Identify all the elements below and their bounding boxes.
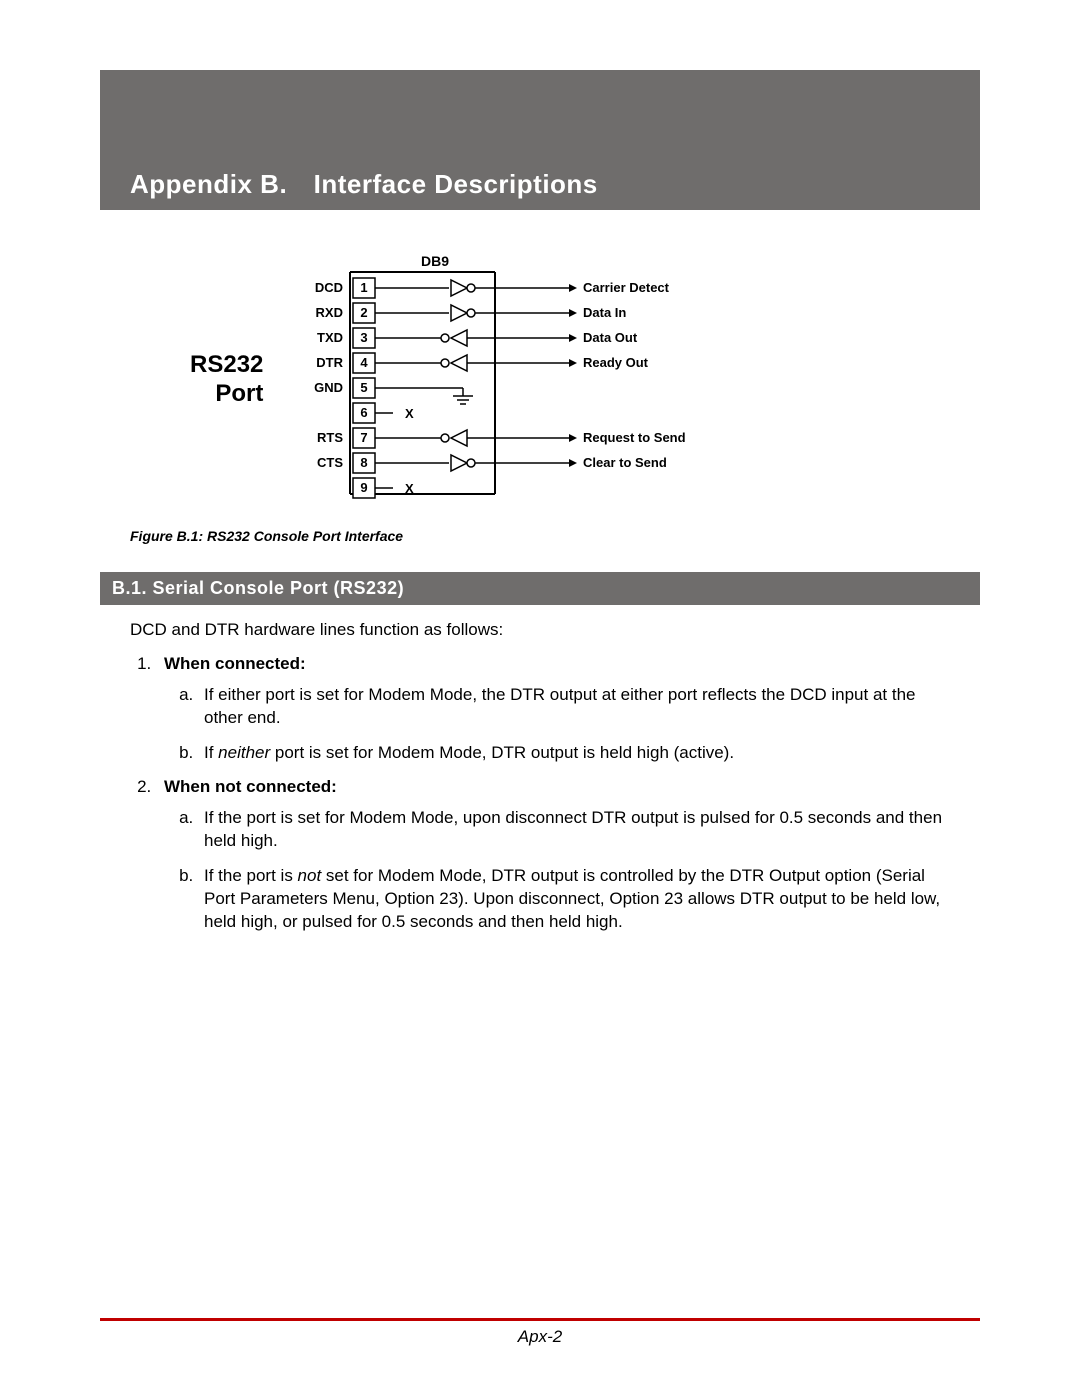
pinout-diagram: DB9 DCD 1 Carrier Detect RXD 2 Data In TXD 3 Data… (283, 250, 753, 510)
svg-text:6: 6 (361, 405, 368, 420)
sub-list: If the port is set for Modem Mode, upon … (164, 807, 980, 934)
svg-text:GND: GND (315, 380, 344, 395)
page-number: Apx-2 (518, 1327, 562, 1346)
page-footer: Apx-2 (100, 1318, 980, 1347)
figure-side-label-line1: RS232 (190, 351, 263, 378)
svg-text:9: 9 (361, 480, 368, 495)
sub-list-item: If either port is set for Modem Mode, th… (198, 684, 980, 730)
svg-text:DCD: DCD (315, 280, 343, 295)
svg-text:DB9: DB9 (421, 253, 449, 269)
sub-list-item: If neither port is set for Modem Mode, D… (198, 742, 980, 765)
figure-area: RS232 Port DB9 DCD 1 Carrier Detect RXD 2 Data… (100, 250, 980, 510)
svg-text:3: 3 (361, 330, 368, 345)
svg-text:1: 1 (361, 280, 368, 295)
list-item: When not connected: If the port is set fo… (156, 777, 980, 934)
svg-text:Data Out: Data Out (583, 330, 638, 345)
svg-text:Carrier Detect: Carrier Detect (583, 280, 670, 295)
appendix-title: Appendix B. Interface Descriptions (130, 169, 598, 200)
sub-list-item: If the port is set for Modem Mode, upon … (198, 807, 980, 853)
header-block: Appendix B. Interface Descriptions (100, 70, 980, 210)
footer-rule (100, 1318, 980, 1321)
svg-text:Clear to Send: Clear to Send (583, 455, 667, 470)
figure-side-label-line2: Port (215, 380, 263, 407)
list-item-head: When connected: (164, 654, 306, 673)
list-item-head: When not connected: (164, 777, 337, 796)
numbered-list: When connected: If either port is set for… (130, 654, 980, 934)
svg-text:4: 4 (361, 355, 369, 370)
svg-text:X: X (405, 406, 414, 421)
section-intro: DCD and DTR hardware lines function as f… (130, 619, 980, 642)
svg-text:TXD: TXD (317, 330, 343, 345)
list-item: When connected: If either port is set for… (156, 654, 980, 765)
svg-text:5: 5 (361, 380, 368, 395)
svg-text:Ready Out: Ready Out (583, 355, 649, 370)
svg-text:8: 8 (361, 455, 368, 470)
figure-caption: Figure B.1: RS232 Console Port Interface (130, 528, 980, 544)
svg-text:X: X (405, 481, 414, 496)
sub-list: If either port is set for Modem Mode, th… (164, 684, 980, 765)
svg-text:RXD: RXD (316, 305, 343, 320)
svg-text:Data In: Data In (583, 305, 626, 320)
svg-text:7: 7 (361, 430, 368, 445)
svg-text:RTS: RTS (317, 430, 343, 445)
svg-text:2: 2 (361, 305, 368, 320)
page: Appendix B. Interface Descriptions RS232… (0, 0, 1080, 1397)
section-heading: B.1. Serial Console Port (RS232) (100, 572, 980, 605)
svg-text:CTS: CTS (317, 455, 343, 470)
svg-text:DTR: DTR (317, 355, 344, 370)
figure-side-label: RS232 Port (190, 351, 263, 409)
svg-text:Request to Send: Request to Send (583, 430, 686, 445)
sub-list-item: If the port is not set for Modem Mode, D… (198, 865, 980, 934)
